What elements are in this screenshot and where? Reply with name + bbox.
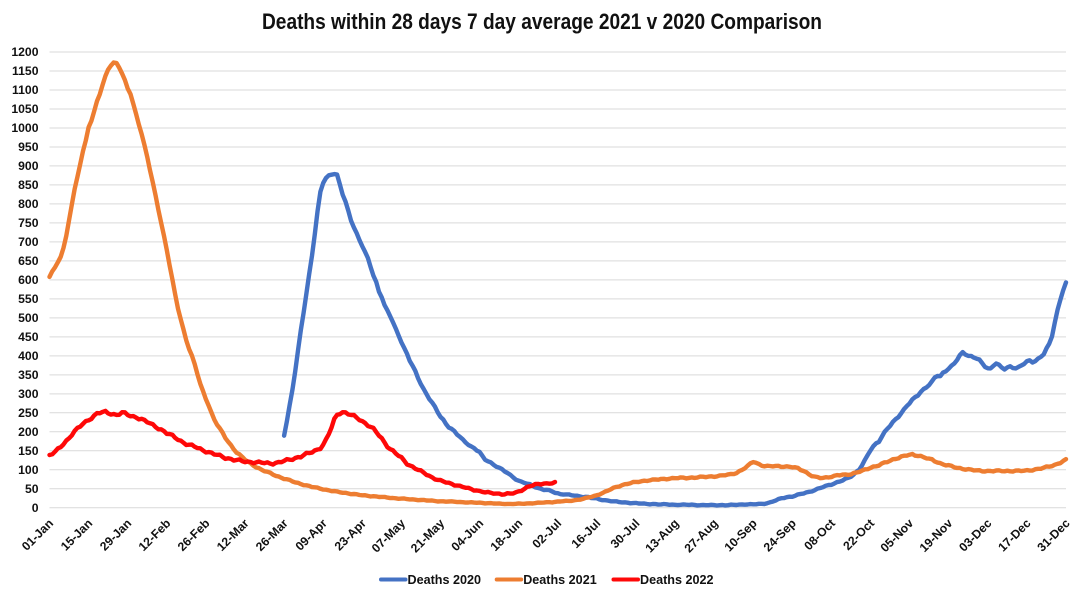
svg-text:1150: 1150 (12, 64, 39, 78)
svg-text:10-Sep: 10-Sep (722, 516, 760, 554)
svg-text:29-Jan: 29-Jan (97, 516, 134, 553)
svg-text:21-May: 21-May (408, 516, 447, 555)
svg-text:200: 200 (18, 425, 39, 439)
svg-text:100: 100 (18, 463, 39, 477)
svg-text:350: 350 (18, 368, 39, 382)
svg-text:Deaths 2021: Deaths 2021 (523, 573, 597, 587)
svg-text:450: 450 (18, 330, 39, 344)
svg-text:300: 300 (18, 387, 39, 401)
svg-text:04-Jun: 04-Jun (449, 516, 487, 554)
svg-text:23-Apr: 23-Apr (332, 516, 369, 553)
svg-text:400: 400 (18, 349, 39, 363)
svg-text:600: 600 (18, 273, 39, 287)
svg-text:22-Oct: 22-Oct (840, 516, 877, 553)
svg-text:17-Dec: 17-Dec (995, 516, 1033, 554)
svg-text:18-Jun: 18-Jun (488, 516, 526, 554)
svg-text:30-Jul: 30-Jul (608, 516, 643, 551)
svg-text:02-Jul: 02-Jul (530, 516, 565, 551)
svg-text:550: 550 (18, 292, 39, 306)
svg-text:1000: 1000 (11, 121, 38, 135)
svg-text:09-Apr: 09-Apr (293, 516, 330, 553)
svg-text:26-Feb: 26-Feb (175, 516, 213, 554)
svg-text:150: 150 (18, 444, 39, 458)
svg-text:500: 500 (18, 311, 39, 325)
svg-text:13-Aug: 13-Aug (643, 516, 682, 555)
svg-text:15-Jan: 15-Jan (58, 516, 95, 553)
svg-text:05-Nov: 05-Nov (878, 516, 917, 555)
svg-text:24-Sep: 24-Sep (761, 516, 799, 554)
svg-text:900: 900 (18, 159, 39, 173)
svg-text:1100: 1100 (12, 83, 39, 97)
svg-text:950: 950 (18, 140, 39, 154)
svg-text:750: 750 (18, 216, 39, 230)
svg-text:12-Feb: 12-Feb (136, 516, 174, 554)
svg-text:12-Mar: 12-Mar (214, 516, 252, 554)
svg-text:31-Dec: 31-Dec (1034, 516, 1072, 554)
svg-text:700: 700 (18, 235, 39, 249)
svg-text:Deaths 2022: Deaths 2022 (640, 573, 714, 587)
svg-text:16-Jul: 16-Jul (569, 516, 604, 551)
svg-text:250: 250 (18, 406, 39, 420)
svg-text:03-Dec: 03-Dec (956, 516, 994, 554)
svg-text:19-Nov: 19-Nov (917, 516, 956, 555)
svg-text:08-Oct: 08-Oct (801, 516, 838, 553)
svg-text:07-May: 07-May (369, 516, 408, 555)
svg-text:01-Jan: 01-Jan (19, 516, 56, 553)
svg-text:Deaths 2020: Deaths 2020 (408, 573, 482, 587)
svg-text:50: 50 (25, 482, 39, 496)
svg-text:26-Mar: 26-Mar (253, 516, 291, 554)
svg-text:0: 0 (32, 501, 39, 515)
svg-text:650: 650 (18, 254, 39, 268)
svg-text:850: 850 (18, 178, 39, 192)
svg-text:Deaths within 28 days 7 day av: Deaths within 28 days 7 day average 2021… (262, 9, 822, 34)
svg-text:1050: 1050 (11, 102, 38, 116)
svg-text:27-Aug: 27-Aug (682, 516, 721, 555)
svg-text:800: 800 (18, 197, 39, 211)
svg-text:1200: 1200 (11, 45, 38, 59)
